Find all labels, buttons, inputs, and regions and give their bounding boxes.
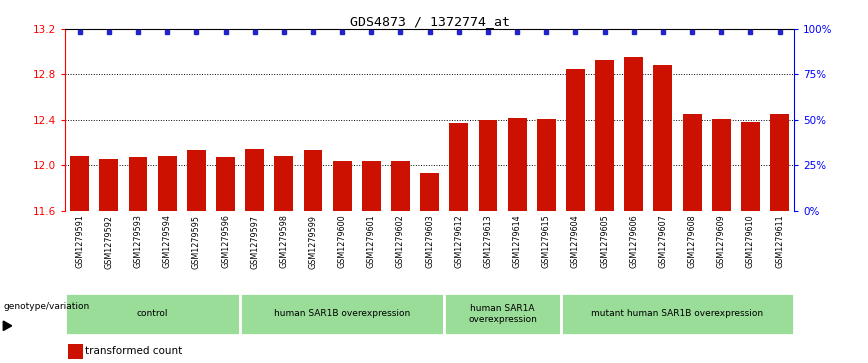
Text: genotype/variation: genotype/variation xyxy=(3,302,89,311)
Text: GSM1279603: GSM1279603 xyxy=(425,215,434,268)
Text: mutant human SAR1B overexpression: mutant human SAR1B overexpression xyxy=(591,310,764,318)
Bar xyxy=(712,119,731,211)
Text: GSM1279593: GSM1279593 xyxy=(134,215,142,268)
Bar xyxy=(595,60,615,211)
Text: transformed count: transformed count xyxy=(85,346,182,356)
Bar xyxy=(478,120,497,211)
Bar xyxy=(304,150,323,211)
Text: GSM1279597: GSM1279597 xyxy=(250,215,260,269)
Polygon shape xyxy=(3,321,11,330)
Text: human SAR1A
overexpression: human SAR1A overexpression xyxy=(468,304,537,324)
Text: GSM1279606: GSM1279606 xyxy=(629,215,638,268)
Title: GDS4873 / 1372774_at: GDS4873 / 1372774_at xyxy=(350,15,510,28)
Text: GSM1279594: GSM1279594 xyxy=(162,215,172,268)
Bar xyxy=(536,119,556,211)
Text: GSM1279598: GSM1279598 xyxy=(279,215,288,268)
Bar xyxy=(68,344,82,359)
Bar xyxy=(128,157,148,211)
Text: GSM1279592: GSM1279592 xyxy=(104,215,114,269)
Text: GSM1279602: GSM1279602 xyxy=(396,215,405,268)
Bar xyxy=(274,156,293,211)
Text: GSM1279600: GSM1279600 xyxy=(338,215,346,268)
Bar xyxy=(770,114,789,211)
Bar xyxy=(245,149,264,211)
Text: GSM1279610: GSM1279610 xyxy=(746,215,755,268)
Text: GSM1279615: GSM1279615 xyxy=(542,215,551,268)
Text: GSM1279595: GSM1279595 xyxy=(192,215,201,269)
Text: GSM1279601: GSM1279601 xyxy=(367,215,376,268)
Text: GSM1279609: GSM1279609 xyxy=(717,215,726,268)
Bar xyxy=(508,118,527,211)
Bar xyxy=(362,160,381,211)
Text: GSM1279612: GSM1279612 xyxy=(454,215,464,268)
Text: GSM1279613: GSM1279613 xyxy=(483,215,492,268)
Text: GSM1279607: GSM1279607 xyxy=(659,215,667,268)
Bar xyxy=(391,160,410,211)
Bar xyxy=(450,123,469,211)
Text: GSM1279596: GSM1279596 xyxy=(221,215,230,268)
Bar xyxy=(420,173,439,211)
Bar xyxy=(158,156,177,211)
Bar xyxy=(682,114,701,211)
Bar xyxy=(65,293,240,335)
Text: GSM1279605: GSM1279605 xyxy=(600,215,609,268)
Bar xyxy=(70,156,89,211)
Bar xyxy=(187,150,206,211)
Bar xyxy=(444,293,561,335)
Text: GSM1279611: GSM1279611 xyxy=(775,215,784,268)
Bar xyxy=(332,160,352,211)
Text: GSM1279591: GSM1279591 xyxy=(76,215,84,268)
Text: GSM1279608: GSM1279608 xyxy=(687,215,697,268)
Bar xyxy=(240,293,444,335)
Bar xyxy=(741,122,760,211)
Text: GSM1279599: GSM1279599 xyxy=(308,215,318,269)
Text: control: control xyxy=(137,310,168,318)
Bar xyxy=(654,65,673,211)
Bar xyxy=(216,157,235,211)
Bar xyxy=(566,69,585,211)
Text: GSM1279604: GSM1279604 xyxy=(571,215,580,268)
Text: human SAR1B overexpression: human SAR1B overexpression xyxy=(274,310,411,318)
Bar xyxy=(624,57,643,211)
Bar xyxy=(561,293,794,335)
Text: GSM1279614: GSM1279614 xyxy=(513,215,522,268)
Bar xyxy=(99,159,118,211)
